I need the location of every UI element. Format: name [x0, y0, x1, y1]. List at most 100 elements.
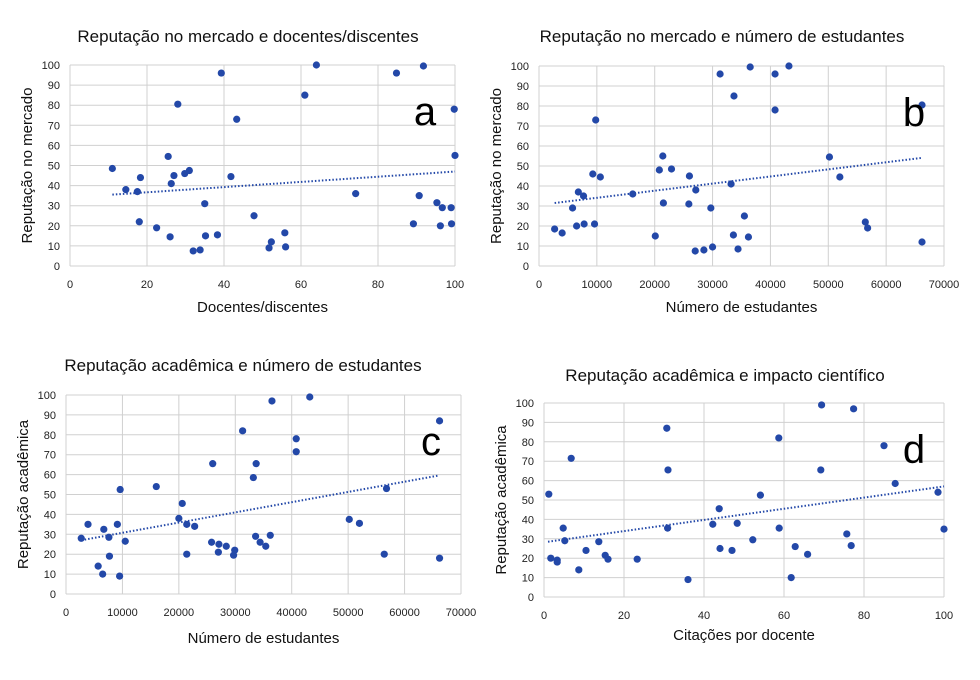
data-point	[659, 199, 667, 207]
data-point	[771, 106, 779, 114]
data-point	[664, 524, 672, 532]
chart-c: Reputação acadêmica e número de estudant…	[15, 356, 476, 647]
data-point	[175, 514, 183, 522]
data-point	[447, 204, 455, 212]
data-point	[659, 152, 667, 160]
y-tick-label: 10	[44, 569, 56, 581]
data-point	[249, 473, 257, 482]
data-point	[746, 63, 754, 71]
data-point	[918, 238, 926, 246]
trendline	[554, 157, 921, 204]
y-tick-label: 50	[48, 161, 60, 173]
y-tick-label: 50	[517, 161, 529, 173]
data-point	[99, 570, 107, 578]
data-point	[843, 530, 851, 538]
data-point	[573, 222, 581, 230]
data-point	[196, 246, 204, 254]
y-tick-label: 40	[517, 181, 529, 193]
data-point	[121, 537, 129, 545]
data-point	[651, 232, 659, 240]
data-point	[382, 484, 391, 493]
y-axis-label: Reputação acadêmica	[15, 419, 32, 569]
panel-label: b	[903, 91, 925, 135]
data-point	[574, 188, 582, 196]
data-point	[239, 427, 247, 435]
data-point	[355, 519, 364, 527]
data-point	[105, 552, 114, 560]
y-tick-label: 50	[44, 490, 56, 502]
y-tick-label: 40	[44, 509, 56, 521]
data-point	[435, 554, 444, 562]
data-point	[222, 542, 230, 550]
data-point	[94, 562, 102, 570]
data-point	[268, 397, 276, 405]
data-point	[691, 247, 699, 255]
data-point	[292, 435, 300, 443]
x-tick-label: 80	[858, 610, 870, 622]
x-tick-label: 50000	[333, 607, 364, 619]
data-point	[281, 229, 289, 237]
data-point	[716, 544, 724, 553]
data-point	[116, 572, 124, 580]
data-point	[135, 218, 143, 226]
data-point	[100, 525, 108, 533]
data-point	[775, 524, 783, 532]
x-tick-label: 30000	[220, 607, 251, 619]
data-point	[113, 520, 121, 528]
data-point	[183, 520, 191, 528]
data-point	[392, 69, 401, 77]
data-point	[231, 546, 239, 554]
data-point	[580, 220, 588, 228]
x-axis-label: Citações por docente	[673, 627, 815, 644]
data-point	[663, 424, 671, 432]
x-tick-label: 60	[295, 279, 307, 291]
data-point	[191, 522, 199, 530]
data-point	[214, 548, 222, 556]
data-point	[918, 101, 926, 109]
data-point	[775, 434, 783, 442]
data-point	[558, 229, 566, 237]
data-point	[133, 188, 141, 196]
data-point	[744, 233, 753, 241]
data-point	[178, 499, 186, 508]
data-point	[380, 550, 388, 558]
x-axis-label: Número de estudantes	[188, 630, 340, 647]
data-point	[152, 482, 160, 491]
y-tick-label: 30	[522, 534, 534, 546]
data-point	[579, 192, 588, 200]
data-point	[217, 69, 225, 77]
data-point	[262, 542, 270, 550]
data-point	[266, 531, 274, 539]
data-point	[352, 190, 360, 198]
x-tick-label: 50000	[813, 279, 844, 291]
data-point	[292, 448, 300, 456]
y-tick-label: 20	[44, 549, 56, 561]
data-point	[709, 520, 717, 528]
y-tick-label: 70	[48, 120, 60, 132]
y-tick-label: 30	[517, 201, 529, 213]
data-point	[756, 491, 765, 499]
data-point	[596, 173, 604, 181]
data-point	[252, 460, 260, 468]
data-point	[684, 575, 692, 584]
data-point	[164, 152, 172, 161]
data-point	[940, 525, 948, 533]
data-point	[568, 204, 577, 212]
data-point	[667, 165, 676, 173]
y-axis-label: Reputação no mercado	[488, 88, 505, 244]
data-point	[934, 488, 942, 496]
data-point	[183, 550, 191, 558]
data-point	[256, 538, 264, 546]
y-tick-label: 70	[517, 121, 529, 133]
data-point	[716, 70, 724, 78]
data-point	[451, 151, 459, 160]
data-point	[105, 533, 113, 541]
y-tick-label: 60	[44, 470, 56, 482]
data-point	[771, 70, 779, 78]
data-point	[685, 200, 693, 208]
data-point	[708, 243, 717, 251]
y-tick-label: 100	[516, 398, 534, 410]
data-point	[850, 405, 858, 413]
y-tick-label: 90	[44, 410, 56, 422]
data-point	[189, 247, 197, 255]
